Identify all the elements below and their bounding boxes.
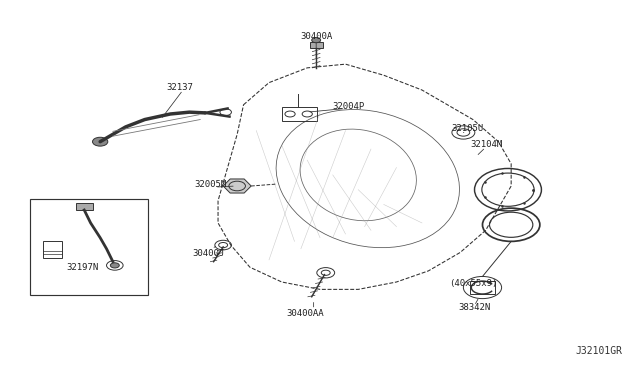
Bar [76,203,93,210]
Circle shape [110,263,119,268]
Circle shape [93,137,108,146]
Bar [282,107,317,121]
Text: 30400J: 30400J [193,249,225,258]
Circle shape [312,38,321,43]
Text: 32197N: 32197N [67,263,99,272]
Text: 32137: 32137 [166,83,193,92]
Text: 38342N: 38342N [458,302,490,312]
Text: 32005M: 32005M [195,180,227,189]
Bar [470,281,495,294]
Bar [310,42,323,48]
Text: (40x55x9): (40x55x9) [449,279,497,288]
Text: 32004P: 32004P [333,102,365,111]
Polygon shape [223,179,251,193]
Text: 32105U: 32105U [452,124,484,133]
Text: J32101GR: J32101GR [576,346,623,356]
Bar [43,241,62,258]
Text: 30400A: 30400A [300,32,332,41]
Text: 30400AA: 30400AA [286,309,323,318]
Text: 32104M: 32104M [471,140,503,149]
Bar [30,199,148,295]
